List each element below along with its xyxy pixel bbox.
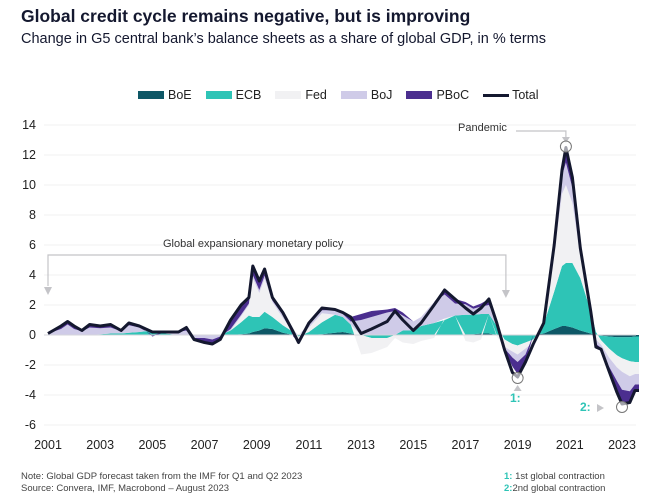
legend-label-total: Total bbox=[512, 88, 539, 102]
x-tick-label: 2005 bbox=[138, 438, 166, 452]
key-1-text: 1st global contraction bbox=[515, 471, 605, 482]
x-tick-label: 2017 bbox=[452, 438, 480, 452]
legend-item-total: Total bbox=[483, 88, 539, 102]
contraction-1-marker bbox=[511, 372, 524, 384]
y-tick-label: 2 bbox=[29, 298, 36, 312]
key-2-text: 2nd global contraction bbox=[512, 483, 606, 494]
y-tick-label: 14 bbox=[22, 118, 36, 132]
y-tick-label: -4 bbox=[25, 388, 36, 402]
x-tick-label: 2003 bbox=[86, 438, 114, 452]
legend-item-boj: BoJ bbox=[340, 88, 393, 102]
y-tick-label: 6 bbox=[29, 238, 36, 252]
legend-swatch-boe bbox=[138, 91, 164, 99]
total-line bbox=[47, 146, 639, 406]
pandemic-peak-marker bbox=[559, 140, 572, 153]
legend-item-boe: BoE bbox=[138, 88, 192, 102]
annotation-pandemic: Pandemic bbox=[458, 122, 507, 134]
x-tick-label: 2015 bbox=[399, 438, 427, 452]
legend-item-pboc: PBoC bbox=[406, 88, 469, 102]
y-tick-label: 0 bbox=[29, 328, 36, 342]
contraction-key-2: 2:2nd global contraction bbox=[504, 483, 605, 495]
key-2-number: 2: bbox=[504, 483, 513, 494]
y-tick-label: -6 bbox=[25, 418, 36, 432]
arrow-down-icon bbox=[561, 137, 570, 143]
total-line-group bbox=[47, 146, 639, 406]
area-boe bbox=[48, 326, 639, 338]
chart-title: Global credit cycle remains negative, bu… bbox=[21, 6, 471, 26]
legend-item-ecb: ECB bbox=[205, 88, 262, 102]
y-tick-label: 4 bbox=[29, 268, 36, 282]
x-tick-label: 2001 bbox=[34, 438, 62, 452]
legend-swatch-boj bbox=[340, 91, 367, 99]
footnote-source: Source: Convera, IMF, Macrobond – August… bbox=[21, 483, 230, 494]
y-tick-label: 8 bbox=[29, 208, 36, 222]
legend-swatch-pboc bbox=[406, 91, 433, 99]
x-tick-label: 2019 bbox=[504, 438, 532, 452]
contraction-key: 1: 1st global contraction 2:2nd global c… bbox=[504, 471, 605, 495]
legend-label-ecb: ECB bbox=[235, 88, 262, 102]
contraction-2-marker bbox=[616, 401, 628, 413]
x-tick-label: 2009 bbox=[243, 438, 271, 452]
x-tick-label: 2011 bbox=[295, 438, 322, 452]
arrow-up-icon bbox=[513, 385, 522, 391]
x-tick-label: 2023 bbox=[608, 438, 636, 452]
x-tick-label: 2013 bbox=[347, 438, 375, 452]
legend-swatch-fed bbox=[275, 91, 302, 99]
legend-line-total bbox=[483, 93, 510, 97]
chart-subtitle: Change in G5 central bank’s balance shee… bbox=[21, 31, 546, 47]
legend-label-fed: Fed bbox=[305, 88, 327, 102]
legend-swatch-ecb bbox=[205, 91, 232, 99]
x-tick-label: 2007 bbox=[191, 438, 219, 452]
contraction-key-1: 1: 1st global contraction bbox=[504, 471, 605, 483]
y-tick-label: 10 bbox=[22, 178, 36, 192]
y-axis-ticks: 14 12 10 8 6 4 2 0 -2 -4 -6 bbox=[22, 118, 36, 432]
policy-bracket bbox=[47, 254, 507, 292]
annotation-marker-1: 1: bbox=[510, 391, 521, 405]
annotations: Global expansionary monetary policy Pand… bbox=[44, 122, 628, 414]
legend-item-fed: Fed bbox=[275, 88, 327, 102]
x-tick-label: 2021 bbox=[556, 438, 584, 452]
footnote-note: Note: Global GDP forecast taken from the… bbox=[21, 471, 303, 482]
legend-label-boj: BoJ bbox=[370, 88, 393, 102]
legend-label-pboc: PBoC bbox=[436, 88, 470, 102]
x-axis-ticks: 2001 2003 2005 2007 2009 2011 2013 2015 2017 2019… bbox=[34, 438, 636, 452]
y-tick-label: 12 bbox=[22, 148, 36, 162]
key-1-number: 1: bbox=[504, 471, 513, 482]
pandemic-leader bbox=[516, 130, 567, 138]
arrow-down-icon bbox=[44, 287, 52, 295]
arrow-down-icon bbox=[501, 290, 510, 298]
y-tick-label: -2 bbox=[25, 358, 36, 372]
legend: BoE ECB Fed BoJ PBoC Total bbox=[138, 88, 553, 102]
annotation-marker-2: 2: bbox=[580, 400, 591, 414]
arrow-right-icon bbox=[597, 404, 604, 412]
gridlines bbox=[44, 124, 636, 426]
annotation-policy: Global expansionary monetary policy bbox=[163, 238, 344, 250]
legend-label-boe: BoE bbox=[168, 88, 192, 102]
footnote: Note: Global GDP forecast taken from the… bbox=[21, 471, 302, 495]
